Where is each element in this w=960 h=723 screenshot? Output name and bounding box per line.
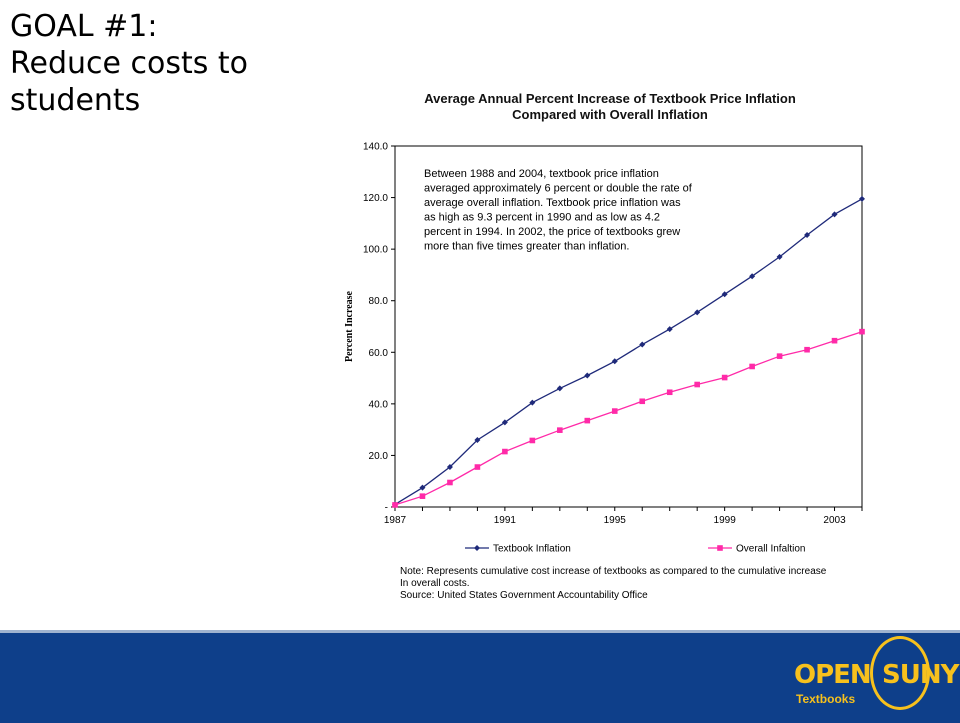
x-tick-label: 1995 [604,515,627,526]
annotation-line: more than five times greater than inflat… [424,241,629,253]
data-point-textbook [776,253,783,260]
footer-band [0,630,960,723]
x-tick-label: 1999 [714,515,737,526]
data-point-textbook [584,372,591,379]
slide-title: GOAL #1: Reduce costs to students [10,8,330,119]
plot-frame [394,145,863,508]
data-point-overall [474,464,481,470]
chart-title-line: Average Annual Percent Increase of Textb… [424,91,796,106]
data-point-textbook [804,231,811,238]
logo-suny-text: SUNY [882,660,959,690]
y-tick-label: 80.0 [369,296,389,307]
series-line-1 [394,198,863,505]
y-tick-label: 40.0 [369,399,389,410]
data-point-overall [694,381,700,388]
data-point-textbook [859,195,865,202]
data-point-overall [749,363,755,370]
data-point-textbook [721,291,728,298]
annotation-line: average overall inflation. Textbook pric… [424,197,681,209]
logo-subtitle: Textbooks [796,692,856,706]
data-point-overall [831,337,838,344]
legend-label: Overall Infaltion [736,544,805,555]
chart-note-line: In overall costs. [400,578,469,589]
data-point-overall [447,479,453,486]
slide-title-line: students [10,83,141,118]
data-point-overall [557,427,563,433]
y-tick-label: 120.0 [363,193,388,204]
data-point-overall [666,389,673,396]
data-point-textbook [556,385,563,392]
data-point-textbook [474,436,481,443]
y-tick-label: 20.0 [369,451,389,462]
data-point-textbook [749,273,756,280]
logo-ring-icon [870,636,930,710]
chart-title-line: Compared with Overall Inflation [512,107,708,122]
line-chart: - 20.0 40.0 60.0 80.0 100.0 120.0 140.0 1987 1991… [344,142,865,601]
data-point-textbook [501,419,508,426]
y-tick-label: - [385,503,388,514]
data-point-textbook [694,309,701,316]
data-point-overall [392,502,398,508]
data-point-textbook [639,341,646,348]
legend-marker [474,545,480,551]
y-axis-label: Percent Increase [344,290,355,362]
x-tick-label: 1987 [384,515,407,526]
x-tick-label: 1991 [494,515,517,526]
data-point-textbook [529,399,536,406]
data-point-textbook [831,211,838,218]
y-tick-label: 60.0 [369,348,389,359]
data-point-textbook [611,358,618,365]
data-point-overall [584,417,591,424]
data-point-overall [639,398,646,405]
data-point-overall [502,448,508,455]
annotation-line: percent in 1994. In 2002, the price of t… [424,226,680,238]
legend-label: Textbook Inflation [493,544,571,555]
data-point-overall [419,493,426,499]
legend-marker [717,545,723,551]
data-point-overall [721,374,728,381]
data-point-textbook [446,464,453,471]
chart-note-line: Source: United States Government Account… [400,590,648,601]
annotation-line: averaged approximately 6 percent or doub… [424,183,693,195]
slide-title-line: Reduce costs to [10,46,249,81]
chart-note-line: Note: Represents cumulative cost increas… [400,566,827,577]
data-point-overall [804,346,810,353]
annotation-line: as high as 9.3 percent in 1990 and as lo… [424,212,660,224]
slide-title-line: GOAL #1: [10,9,158,44]
data-point-overall [776,353,783,359]
data-point-textbook [419,484,426,491]
chart-figure: Average Annual Percent Increase of Textb… [340,85,880,615]
data-point-overall [859,328,865,335]
annotation-line: Between 1988 and 2004, textbook price in… [424,168,659,180]
x-tick-label: 2003 [823,515,846,526]
open-suny-logo: OPEN SUNY Textbooks [790,632,960,720]
data-point-overall [611,408,618,414]
data-point-textbook [666,326,673,333]
logo-open-text: OPEN [794,660,872,690]
y-tick-label: 100.0 [363,245,388,256]
chart-title: Average Annual Percent Increase of Textb… [340,91,880,123]
series-line-2 [394,331,863,506]
data-point-overall [529,437,536,444]
y-tick-label: 140.0 [363,142,388,153]
